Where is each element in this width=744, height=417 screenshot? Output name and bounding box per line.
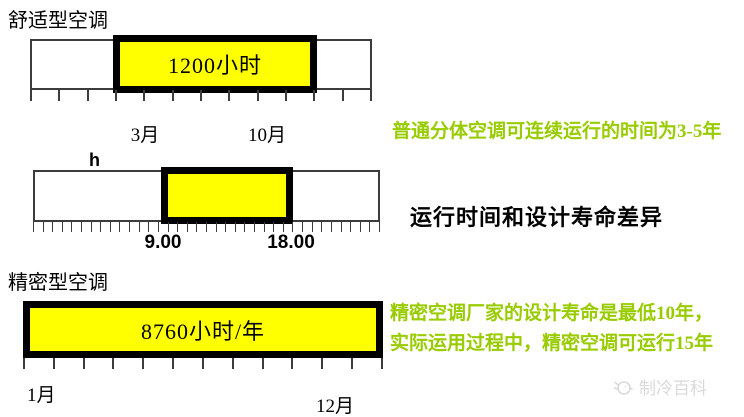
center-title: 运行时间和设计寿命差异	[410, 205, 664, 230]
refrigeration-wiki-logo-icon	[612, 376, 634, 398]
daily-runtime-bar	[161, 167, 293, 224]
watermark-label: 制冷百科	[639, 379, 707, 398]
daily-start-time-label: 9.00	[144, 232, 182, 253]
comfort-start-month-label: 3月	[130, 125, 160, 146]
precision-start-month-label: 1月	[27, 385, 56, 406]
precision-annotation-line2: 实际运用过程中，精密空调可运行15年	[390, 333, 714, 354]
comfort-runtime-bar: 1200小时	[113, 35, 317, 93]
precision-section-title: 精密型空调	[8, 272, 108, 294]
comfort-section-title: 舒适型空调	[8, 10, 108, 32]
precision-runtime-bar-label: 8760小时/年	[140, 318, 266, 344]
comfort-annotation: 普通分体空调可连续运行的时间为3-5年	[392, 121, 722, 142]
hours-unit-label: h	[89, 150, 100, 170]
daily-ruler-ticks	[33, 222, 380, 232]
precision-ruler-ticks	[23, 358, 383, 369]
watermark: 制冷百科	[612, 374, 707, 399]
precision-end-month-label: 12月	[316, 396, 355, 417]
comfort-end-month-label: 10月	[247, 125, 286, 146]
daily-end-time-label: 18.00	[267, 232, 315, 253]
comfort-runtime-bar-label: 1200小时	[167, 53, 262, 78]
precision-runtime-bar: 8760小时/年	[23, 301, 383, 358]
comfort-ruler-ticks	[30, 90, 372, 101]
precision-annotation-line1: 精密空调厂家的设计寿命是最低10年，	[390, 303, 714, 324]
